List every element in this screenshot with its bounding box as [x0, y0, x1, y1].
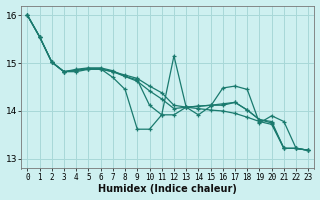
X-axis label: Humidex (Indice chaleur): Humidex (Indice chaleur): [98, 184, 237, 194]
